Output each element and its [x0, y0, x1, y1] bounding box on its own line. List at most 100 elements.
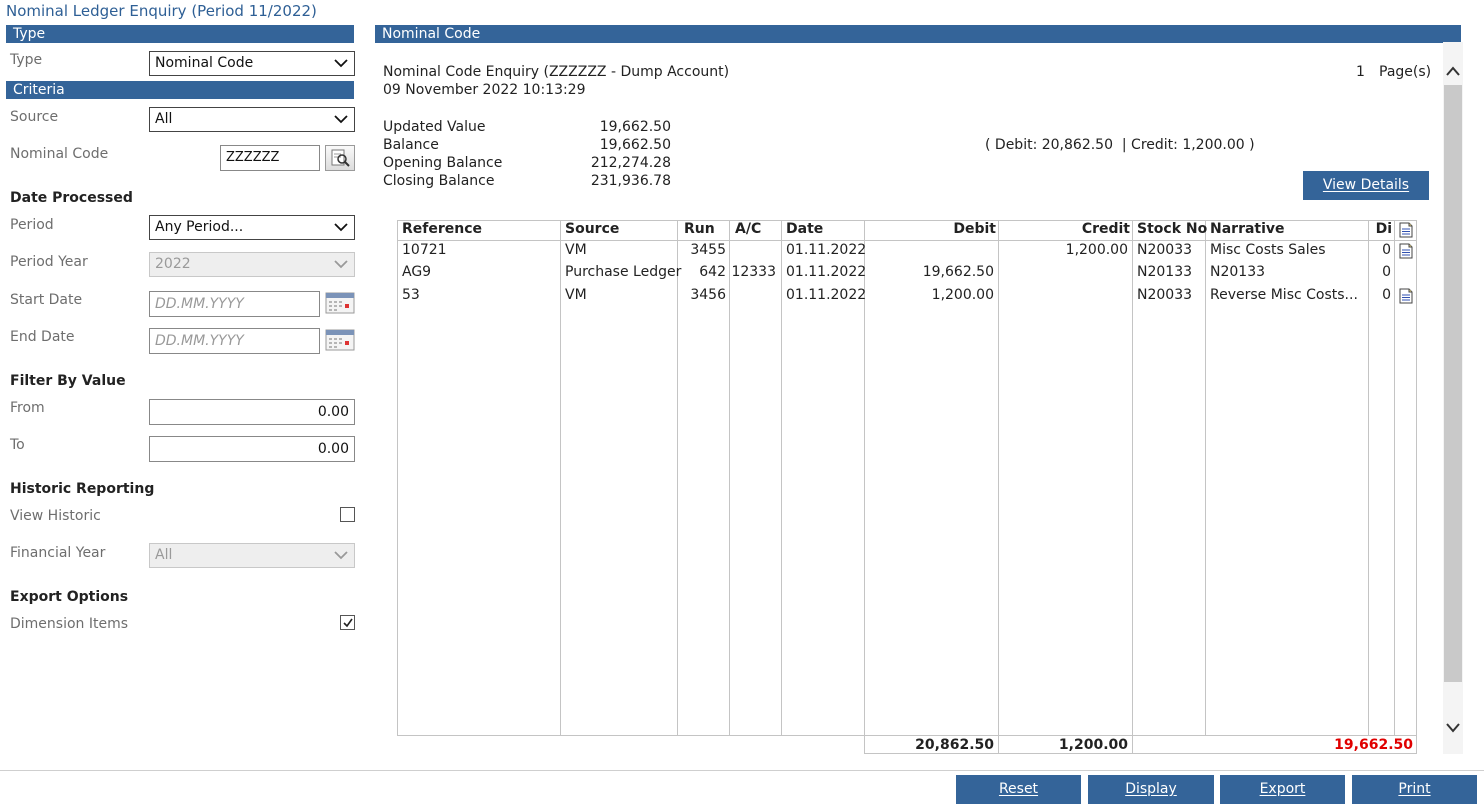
column-header-stock-no[interactable]: Stock No [1137, 221, 1208, 237]
total-balance-cell [1132, 735, 1417, 754]
enquiry-title: Nominal Code Enquiry (ZZZZZZ - Dump Acco… [383, 64, 730, 80]
reset-button[interactable]: Reset [956, 775, 1081, 804]
view-historic-checkbox[interactable] [340, 507, 355, 522]
calendar-icon[interactable] [325, 292, 355, 316]
debit-credit-summary: ( Debit: 20,862.50 | Credit: 1,200.00 ) [985, 137, 1255, 153]
cell-reference: 10721 [402, 242, 447, 258]
document-icon[interactable] [1398, 222, 1414, 238]
summary-value: 19,662.50 [599, 137, 671, 153]
column-divider [677, 220, 678, 736]
source-select-value: All [155, 111, 173, 127]
column-divider [864, 220, 865, 736]
column-header-di[interactable]: Di [1375, 221, 1392, 237]
enquiry-datetime: 09 November 2022 10:13:29 [383, 82, 586, 98]
cell-di: 0 [1382, 287, 1391, 303]
from-value-input[interactable]: 0.00 [149, 399, 355, 425]
chevron-down-icon [334, 223, 348, 232]
column-divider [781, 220, 782, 736]
cell-narrative: Misc Costs Sales [1210, 242, 1326, 258]
transactions-table [397, 220, 1417, 736]
column-header-date[interactable]: Date [786, 221, 824, 237]
cell-debit: 1,200.00 [931, 287, 994, 303]
summary-label: Opening Balance [383, 155, 503, 171]
cell-stock-no: N20133 [1137, 264, 1193, 280]
cell-narrative: N20133 [1210, 264, 1266, 280]
column-header-source[interactable]: Source [565, 221, 620, 237]
cell-narrative: Reverse Misc Costs... [1210, 287, 1358, 303]
chevron-down-icon [334, 551, 348, 560]
column-header-narrative[interactable]: Narrative [1210, 221, 1285, 237]
chevron-down-icon [334, 115, 348, 124]
summary-label: Balance [383, 137, 439, 153]
column-divider [1132, 220, 1133, 736]
type-select-value: Nominal Code [155, 55, 254, 71]
cell-run: 3456 [690, 287, 726, 303]
display-button[interactable]: Display [1088, 775, 1214, 804]
cell-di: 0 [1382, 242, 1391, 258]
document-icon[interactable] [1398, 288, 1414, 304]
type-select[interactable]: Nominal Code [149, 51, 355, 76]
column-header-reference[interactable]: Reference [402, 221, 483, 237]
column-divider [1205, 220, 1206, 736]
nominal-code-input[interactable]: ZZZZZZ [220, 145, 320, 171]
cell-source: VM [565, 287, 587, 303]
to-label: To [10, 437, 25, 453]
period-select[interactable]: Any Period... [149, 215, 355, 240]
start-date-input[interactable]: DD.MM.YYYY [149, 291, 320, 317]
page-count-label: Page(s) [1379, 64, 1432, 80]
end-date-input[interactable]: DD.MM.YYYY [149, 328, 320, 354]
summary-label: Closing Balance [383, 173, 495, 189]
summary-value: 19,662.50 [599, 119, 671, 135]
chevron-down-icon [334, 260, 348, 269]
period-select-value: Any Period... [155, 219, 244, 235]
page-count: 1 [1356, 64, 1365, 80]
cell-run: 3455 [690, 242, 726, 258]
column-divider [998, 220, 999, 736]
cell-stock-no: N20033 [1137, 287, 1193, 303]
cell-date: 01.11.2022 [786, 242, 867, 258]
total-balance: 19,662.50 [1334, 737, 1413, 753]
cell-date: 01.11.2022 [786, 287, 867, 303]
from-label: From [10, 400, 45, 416]
view-historic-label: View Historic [10, 508, 101, 524]
column-divider [560, 220, 561, 736]
nominal-code-lookup-button[interactable] [325, 145, 355, 171]
period-year-select[interactable]: 2022 [149, 252, 355, 277]
cell-debit: 19,662.50 [922, 264, 994, 280]
chevron-up-icon[interactable] [1445, 64, 1461, 78]
cell-stock-no: N20033 [1137, 242, 1193, 258]
view-details-button[interactable]: View Details [1303, 171, 1429, 200]
cell-run: 642 [699, 264, 726, 280]
filter-by-value-header: Filter By Value [10, 373, 126, 389]
cell-ac: 12333 [731, 264, 776, 280]
source-label: Source [10, 109, 59, 125]
column-divider [729, 220, 730, 736]
cell-credit: 1,200.00 [1065, 242, 1128, 258]
column-header-debit[interactable]: Debit [953, 221, 996, 237]
column-divider [1394, 220, 1395, 736]
export-options-header: Export Options [10, 589, 129, 605]
financial-year-select[interactable]: All [149, 543, 355, 568]
to-value-input[interactable]: 0.00 [149, 436, 355, 462]
footer-divider [0, 770, 1484, 771]
summary-value: 212,274.28 [590, 155, 671, 171]
dimension-items-label: Dimension Items [10, 616, 129, 632]
source-select[interactable]: All [149, 107, 355, 132]
date-processed-header: Date Processed [10, 190, 133, 206]
chevron-down-icon[interactable] [1445, 721, 1461, 735]
dimension-items-checkbox[interactable] [340, 615, 355, 630]
column-header-ac[interactable]: A/C [735, 221, 762, 237]
print-button[interactable]: Print [1352, 775, 1477, 804]
period-year-value: 2022 [155, 256, 191, 272]
column-header-credit[interactable]: Credit [1081, 221, 1130, 237]
scrollbar-thumb[interactable] [1444, 85, 1462, 682]
cell-source: Purchase Ledger [565, 264, 682, 280]
calendar-icon[interactable] [325, 329, 355, 353]
column-header-run[interactable]: Run [684, 221, 715, 237]
total-debit: 20,862.50 [915, 737, 994, 753]
page-title: Nominal Ledger Enquiry (Period 11/2022) [6, 2, 317, 20]
export-button[interactable]: Export [1220, 775, 1345, 804]
document-icon[interactable] [1398, 243, 1414, 259]
cell-reference: AG9 [402, 264, 432, 280]
period-label: Period [10, 217, 54, 233]
